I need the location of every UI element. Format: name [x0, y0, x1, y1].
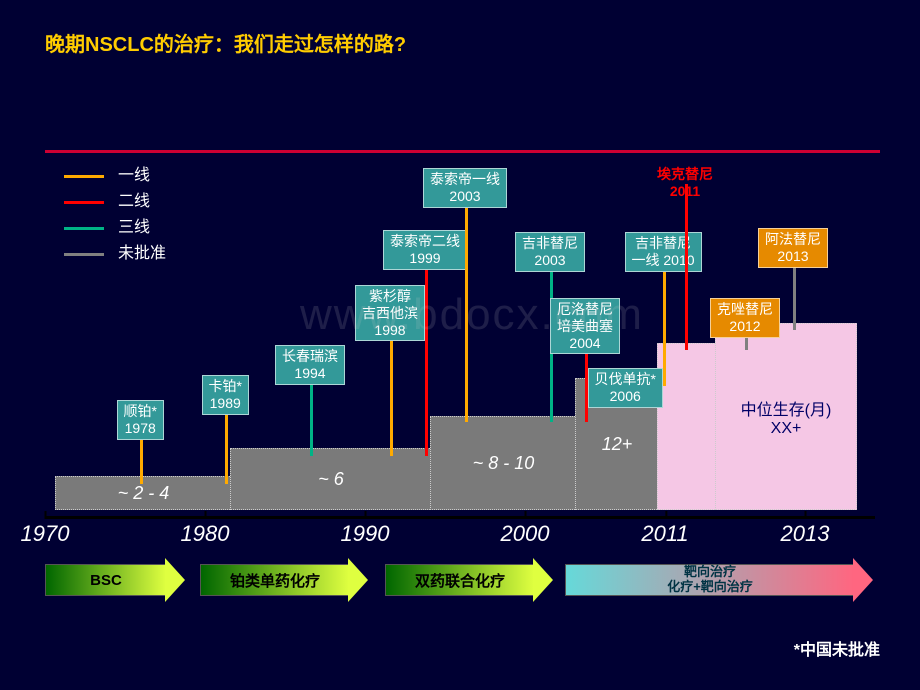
arrow-label: 铂类单药化疗 — [230, 570, 320, 591]
footnote: *中国未批准 — [794, 636, 880, 660]
x-tick: 2013 — [781, 521, 830, 547]
event-box: 顺铂*1978 — [117, 400, 164, 440]
event-box: 吉非替尼一线 2010 — [625, 232, 702, 272]
event-line — [663, 252, 666, 386]
arrow-label: 双药联合化疗 — [415, 570, 505, 591]
survival-step: ~ 8 - 10 — [430, 416, 577, 510]
event-box: 紫杉醇吉西他滨1998 — [355, 285, 425, 341]
x-tick: 1990 — [341, 521, 390, 547]
event-box: 埃克替尼2011 — [651, 164, 719, 202]
x-tick: 1970 — [21, 521, 70, 547]
event-box: 泰索帝二线1999 — [383, 230, 467, 270]
arrow-label: BSC — [90, 572, 122, 589]
event-box: 克唑替尼2012 — [710, 298, 780, 338]
slide-title: 晚期NSCLC的治疗：我们走过怎样的路? — [45, 28, 406, 57]
event-line — [425, 250, 428, 456]
x-axis: 197019801990200020112013 — [45, 516, 875, 549]
event-line — [685, 184, 688, 350]
x-tick: 2000 — [501, 521, 550, 547]
timeline-chart: ~ 2 - 4~ 6~ 8 - 1012+中位生存(月)XX+ 顺铂*1978卡… — [45, 150, 875, 510]
x-tick: 1980 — [181, 521, 230, 547]
era-arrows: BSC 铂类单药化疗 双药联合化疗 靶向治疗化疗+靶向治疗 — [45, 558, 875, 608]
event-box: 吉非替尼2003 — [515, 232, 585, 272]
event-line — [465, 188, 468, 422]
event-box: 长春瑞滨1994 — [275, 345, 345, 385]
event-box: 卡铂*1989 — [202, 375, 249, 415]
survival-step — [657, 343, 717, 510]
era-arrow: 铂类单药化疗 — [200, 558, 350, 602]
arrow-label: 靶向治疗化疗+靶向治疗 — [667, 565, 753, 595]
event-box: 贝伐单抗*2006 — [588, 368, 663, 408]
event-box: 泰索帝一线2003 — [423, 168, 507, 208]
x-tick: 2011 — [641, 521, 688, 547]
era-arrow: 靶向治疗化疗+靶向治疗 — [565, 558, 855, 602]
survival-step: 中位生存(月)XX+ — [715, 323, 857, 510]
era-arrow: BSC — [45, 558, 167, 602]
era-arrow: 双药联合化疗 — [385, 558, 535, 602]
event-box: 阿法替尼2013 — [758, 228, 828, 268]
event-box: 厄洛替尼培美曲塞2004 — [550, 298, 620, 354]
survival-step: ~ 6 — [230, 448, 432, 510]
survival-step: ~ 2 - 4 — [55, 476, 232, 510]
